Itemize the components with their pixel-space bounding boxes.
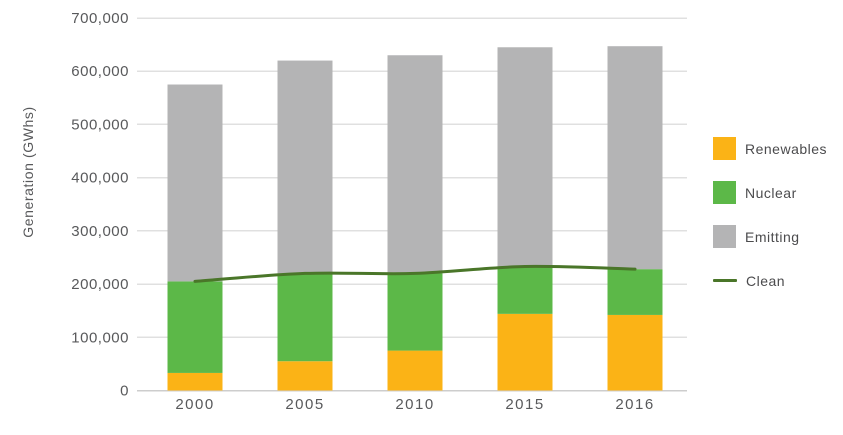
clean-line: [193, 264, 637, 283]
y-tick-label: 600,000: [71, 63, 129, 80]
x-tick-label: 2015: [505, 396, 544, 413]
y-tick-label: 100,000: [71, 329, 129, 346]
legend-item-clean: Clean: [713, 269, 827, 292]
bar-2015-emitting: [497, 47, 553, 267]
emitting-swatch-icon: [713, 225, 736, 248]
x-tick-label: 2016: [615, 396, 654, 413]
bar-2015-renewables: [497, 313, 553, 391]
x-tick-label: 2000: [175, 396, 214, 413]
clean-line-swatch-icon: [713, 279, 737, 282]
bar-2016-nuclear: [607, 269, 663, 315]
bar-2010-nuclear: [387, 273, 443, 351]
renewables-swatch-icon: [713, 137, 736, 160]
legend-label-emitting: Emitting: [745, 228, 800, 245]
x-tick-label: 2005: [285, 396, 324, 413]
y-tick-label: 200,000: [71, 276, 129, 293]
bar-2005-emitting: [277, 60, 333, 274]
bar-2016-emitting: [607, 46, 663, 270]
bar-2016-renewables: [607, 314, 663, 391]
legend-item-nuclear: Nuclear: [713, 181, 827, 204]
bar-2000-renewables: [167, 372, 223, 391]
bar-2000-nuclear: [167, 281, 223, 373]
bar-2000-emitting: [167, 84, 223, 282]
y-tick-label: 0: [120, 383, 129, 400]
y-tick-label: 300,000: [71, 223, 129, 240]
bar-2015-nuclear: [497, 266, 553, 314]
clean-line-swatch-wrap: [713, 279, 737, 282]
y-tick-label: 700,000: [71, 10, 129, 27]
legend-item-renewables: Renewables: [713, 137, 827, 160]
y-tick-label: 500,000: [71, 116, 129, 133]
legend-label-renewables: Renewables: [745, 140, 828, 157]
nuclear-swatch-icon: [713, 181, 736, 204]
legend-item-emitting: Emitting: [713, 225, 827, 248]
x-tick-label: 2010: [395, 396, 434, 413]
legend-label-clean: Clean: [746, 272, 786, 289]
legend: Renewables Nuclear Emitting Clean: [713, 137, 827, 313]
bar-2010-emitting: [387, 55, 443, 274]
bar-2005-renewables: [277, 361, 333, 391]
legend-label-nuclear: Nuclear: [745, 184, 797, 201]
bar-2005-nuclear: [277, 273, 333, 362]
bar-2010-renewables: [387, 350, 443, 391]
y-tick-label: 400,000: [71, 170, 129, 187]
